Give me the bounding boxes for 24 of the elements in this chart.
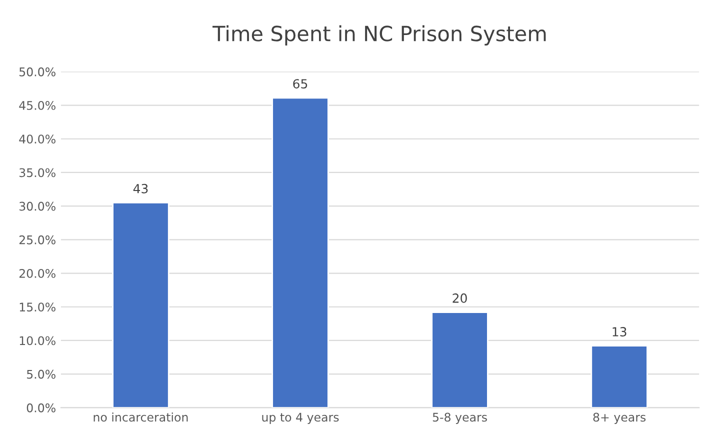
y-tick-label: 30.0% — [19, 202, 56, 211]
y-tick-label: 45.0% — [19, 101, 56, 110]
y-tick-label: 15.0% — [20, 302, 56, 312]
y-tick-label: 35.0% — [19, 168, 56, 178]
bar — [431, 312, 488, 408]
y-tick-label: 20.0% — [19, 269, 56, 278]
y-tick-label: 0.0% — [26, 403, 56, 412]
y-tick-label: 40.0% — [19, 134, 56, 144]
annotation: 65 — [293, 79, 308, 89]
x-tick-label: no incarceration — [94, 412, 188, 422]
chart-title: Time Spent in NC Prison System — [212, 25, 546, 46]
bar — [590, 345, 648, 408]
y-tick-label: 5.0% — [27, 370, 56, 379]
x-tick-label: 5-8 years — [432, 412, 487, 424]
annotation: 20 — [452, 293, 467, 303]
y-tick-label: 50.0% — [19, 67, 56, 76]
annotation: 13 — [612, 327, 626, 336]
y-tick-label: 25.0% — [19, 235, 56, 244]
y-tick-label: 10.0% — [20, 336, 56, 346]
annotation: 43 — [133, 184, 148, 194]
x-tick-label: up to 4 years — [262, 412, 339, 424]
x-tick-label: 8+ years — [593, 412, 646, 424]
bar — [272, 97, 329, 408]
bar — [112, 202, 170, 408]
